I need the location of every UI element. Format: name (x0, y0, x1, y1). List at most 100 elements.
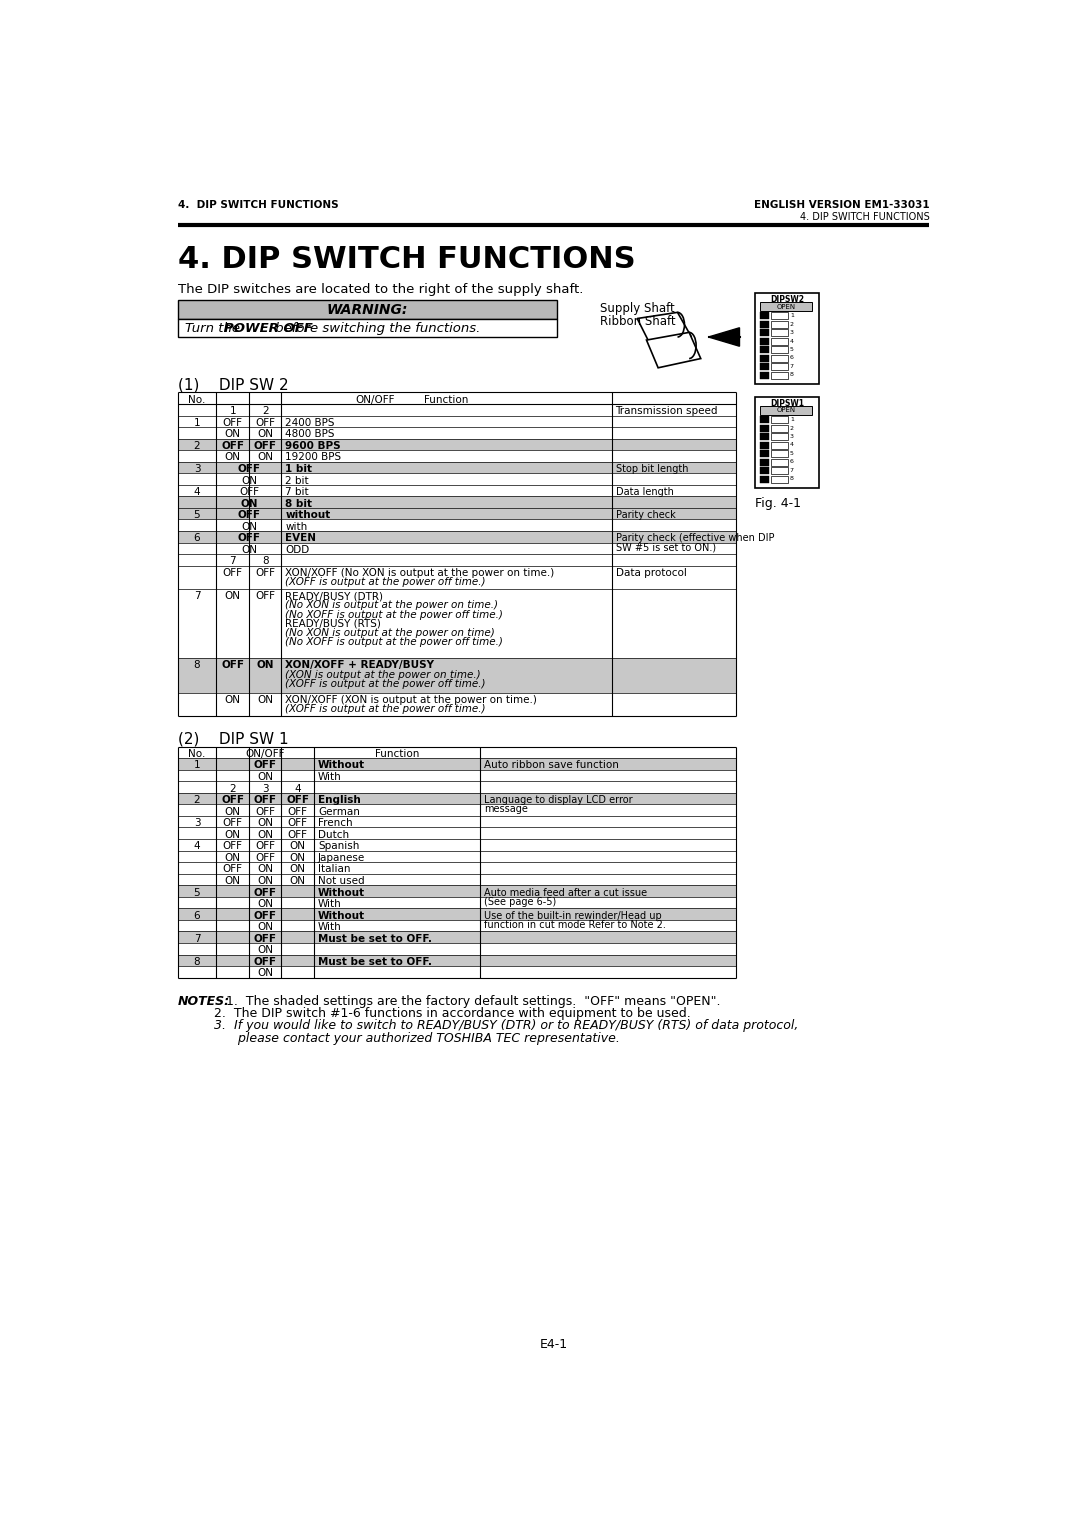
Text: 5: 5 (789, 348, 794, 352)
Text: 6: 6 (789, 355, 794, 360)
Text: ON: ON (257, 946, 273, 955)
Text: 2: 2 (789, 425, 794, 430)
Text: OFF: OFF (254, 910, 276, 921)
Bar (760, 459, 769, 465)
Text: OFF: OFF (221, 660, 244, 671)
Text: No.: No. (188, 395, 205, 404)
Text: E4-1: E4-1 (539, 1337, 568, 1351)
Text: (XON is output at the power on time.): (XON is output at the power on time.) (285, 669, 481, 680)
Text: 1: 1 (229, 406, 235, 416)
Bar (177, 554, 735, 566)
Text: ON: ON (257, 875, 273, 886)
Bar (760, 450, 769, 458)
Text: 6: 6 (789, 459, 794, 465)
Text: message: message (484, 804, 528, 814)
Bar (177, 415, 735, 427)
Text: 5: 5 (193, 888, 200, 898)
Bar (177, 816, 735, 828)
Text: OFF: OFF (254, 956, 276, 967)
Text: 4: 4 (295, 784, 301, 793)
Bar (770, 313, 787, 319)
Text: ON: ON (289, 842, 306, 851)
Text: ON: ON (225, 852, 241, 863)
Text: 4.  DIP SWITCH FUNCTIONS: 4. DIP SWITCH FUNCTIONS (177, 200, 338, 210)
Bar (770, 467, 787, 474)
Text: 1: 1 (193, 761, 200, 770)
Text: 7: 7 (193, 592, 200, 601)
Text: ON: ON (257, 819, 273, 828)
Bar (177, 874, 735, 884)
Bar (770, 416, 787, 424)
Text: OPEN: OPEN (777, 303, 796, 310)
Text: English: English (318, 795, 361, 805)
Text: 5: 5 (789, 451, 794, 456)
Text: OPEN: OPEN (777, 407, 796, 413)
Bar (760, 329, 769, 336)
Bar (770, 355, 787, 361)
Polygon shape (708, 328, 740, 346)
Text: 4: 4 (789, 442, 794, 447)
Text: ON: ON (289, 865, 306, 874)
Bar (770, 459, 787, 465)
Bar (177, 543, 735, 554)
Polygon shape (637, 313, 691, 345)
Text: Language to display LCD error: Language to display LCD error (484, 795, 633, 805)
Text: OFF: OFF (222, 567, 243, 578)
Text: Ribbon Shaft: Ribbon Shaft (600, 316, 676, 328)
Text: 2: 2 (789, 322, 794, 326)
Text: ENGLISH VERSION EM1-33031: ENGLISH VERSION EM1-33031 (754, 200, 930, 210)
Bar (760, 313, 769, 319)
Bar (177, 851, 735, 862)
Text: OFF: OFF (255, 567, 275, 578)
Text: 3: 3 (261, 784, 269, 793)
Text: 4: 4 (789, 339, 794, 343)
Text: Data length: Data length (616, 486, 673, 497)
Text: Without: Without (318, 888, 365, 898)
Bar (177, 485, 735, 497)
Text: POWER OFF: POWER OFF (224, 322, 312, 336)
Text: WARNING:: WARNING: (327, 303, 408, 317)
Text: Auto ribbon save function: Auto ribbon save function (484, 761, 619, 770)
Bar (177, 692, 735, 715)
Text: OFF: OFF (238, 464, 260, 474)
Bar (177, 589, 735, 659)
Text: function in cut mode Refer to Note 2.: function in cut mode Refer to Note 2. (484, 920, 665, 930)
Bar (177, 839, 735, 851)
Text: ON: ON (257, 695, 273, 705)
Bar (177, 920, 735, 932)
Text: 7: 7 (789, 468, 794, 473)
Text: 9600 BPS: 9600 BPS (285, 441, 341, 451)
Text: 6: 6 (193, 534, 200, 543)
Text: OFF: OFF (287, 830, 308, 840)
Bar (177, 450, 735, 462)
Bar (177, 462, 735, 473)
Text: before switching the functions.: before switching the functions. (271, 322, 481, 336)
Text: French: French (318, 819, 352, 828)
Text: Supply Shaft: Supply Shaft (600, 302, 675, 316)
Bar (760, 476, 769, 482)
Text: XON/XOFF (No XON is output at the power on time.): XON/XOFF (No XON is output at the power … (285, 567, 555, 578)
Text: Not used: Not used (318, 875, 365, 886)
Text: Stop bit length: Stop bit length (616, 464, 688, 474)
Bar (177, 659, 735, 692)
Bar (177, 566, 735, 589)
Bar (770, 476, 787, 482)
Text: ON: ON (289, 875, 306, 886)
Text: SW #5 is set to ON.): SW #5 is set to ON.) (616, 543, 716, 552)
Bar (177, 967, 735, 978)
Bar (177, 404, 735, 415)
Text: OFF: OFF (255, 852, 275, 863)
Bar (177, 758, 735, 770)
Bar (755, 396, 819, 488)
Text: OFF: OFF (255, 592, 275, 601)
Bar (770, 346, 787, 354)
Bar (177, 508, 735, 520)
Text: ON: ON (225, 430, 241, 439)
Text: 2: 2 (261, 406, 269, 416)
Text: Fig. 4-1: Fig. 4-1 (755, 497, 801, 511)
Text: ON: ON (257, 968, 273, 979)
Bar (770, 433, 787, 441)
Bar (177, 804, 735, 816)
Text: 2: 2 (193, 441, 200, 451)
Text: XON/XOFF (XON is output at the power on time.): XON/XOFF (XON is output at the power on … (285, 695, 537, 705)
